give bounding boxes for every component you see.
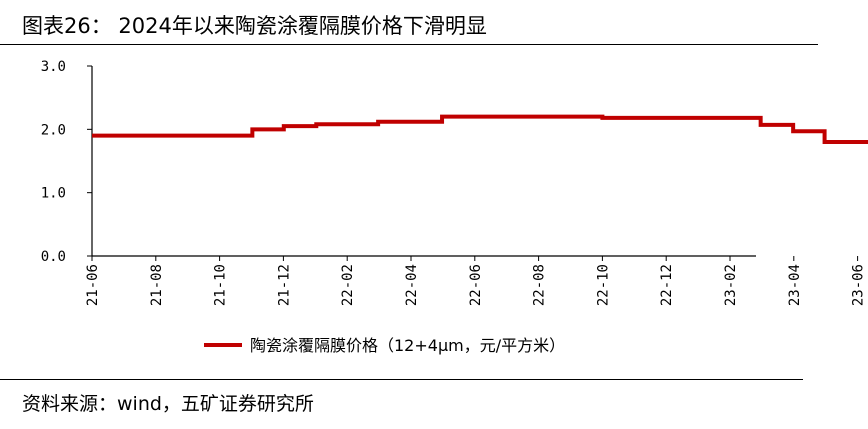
series-group [92,114,868,144]
x-tick-label: 23-06 [851,264,867,306]
y-tick-label: 2.0 [41,122,66,138]
series-line [92,114,868,144]
x-tick-label: 22-12 [659,264,675,306]
x-tick-label: 21-08 [149,264,165,306]
y-tick-label: 0.0 [41,249,66,265]
source-divider [0,379,803,380]
x-tick-label: 23-04 [787,264,803,306]
x-tick-label: 22-02 [340,264,356,306]
y-axis-ticks: 3.0 2.0 1.0 0.0 [41,59,92,265]
x-tick-label: 22-08 [532,264,548,306]
x-axis-ticks: 21-06 21-08 21-10 21-12 22-02 22-04 22-06 22-08… [85,256,867,306]
x-tick-label: 22-10 [595,264,611,306]
y-tick-label: 1.0 [41,186,66,202]
y-tick-label: 3.0 [41,59,66,75]
chart-axes [91,66,756,257]
chart-legend: 陶瓷涂覆隔膜价格（12+4μm，元/平方米） [204,336,565,355]
x-tick-label: 21-12 [276,264,292,306]
source-note: 资料来源：wind，五矿证券研究所 [22,393,314,415]
x-tick-label: 23-02 [723,264,739,306]
x-tick-label: 22-06 [468,264,484,306]
x-tick-label: 21-06 [85,264,101,306]
x-tick-label: 22-04 [404,264,420,306]
figure-title: 图表26： 2024年以来陶瓷涂覆隔膜价格下滑明显 [22,14,487,38]
legend-label: 陶瓷涂覆隔膜价格（12+4μm，元/平方米） [250,336,565,355]
x-tick-label: 21-10 [213,264,229,306]
title-divider [0,44,818,45]
